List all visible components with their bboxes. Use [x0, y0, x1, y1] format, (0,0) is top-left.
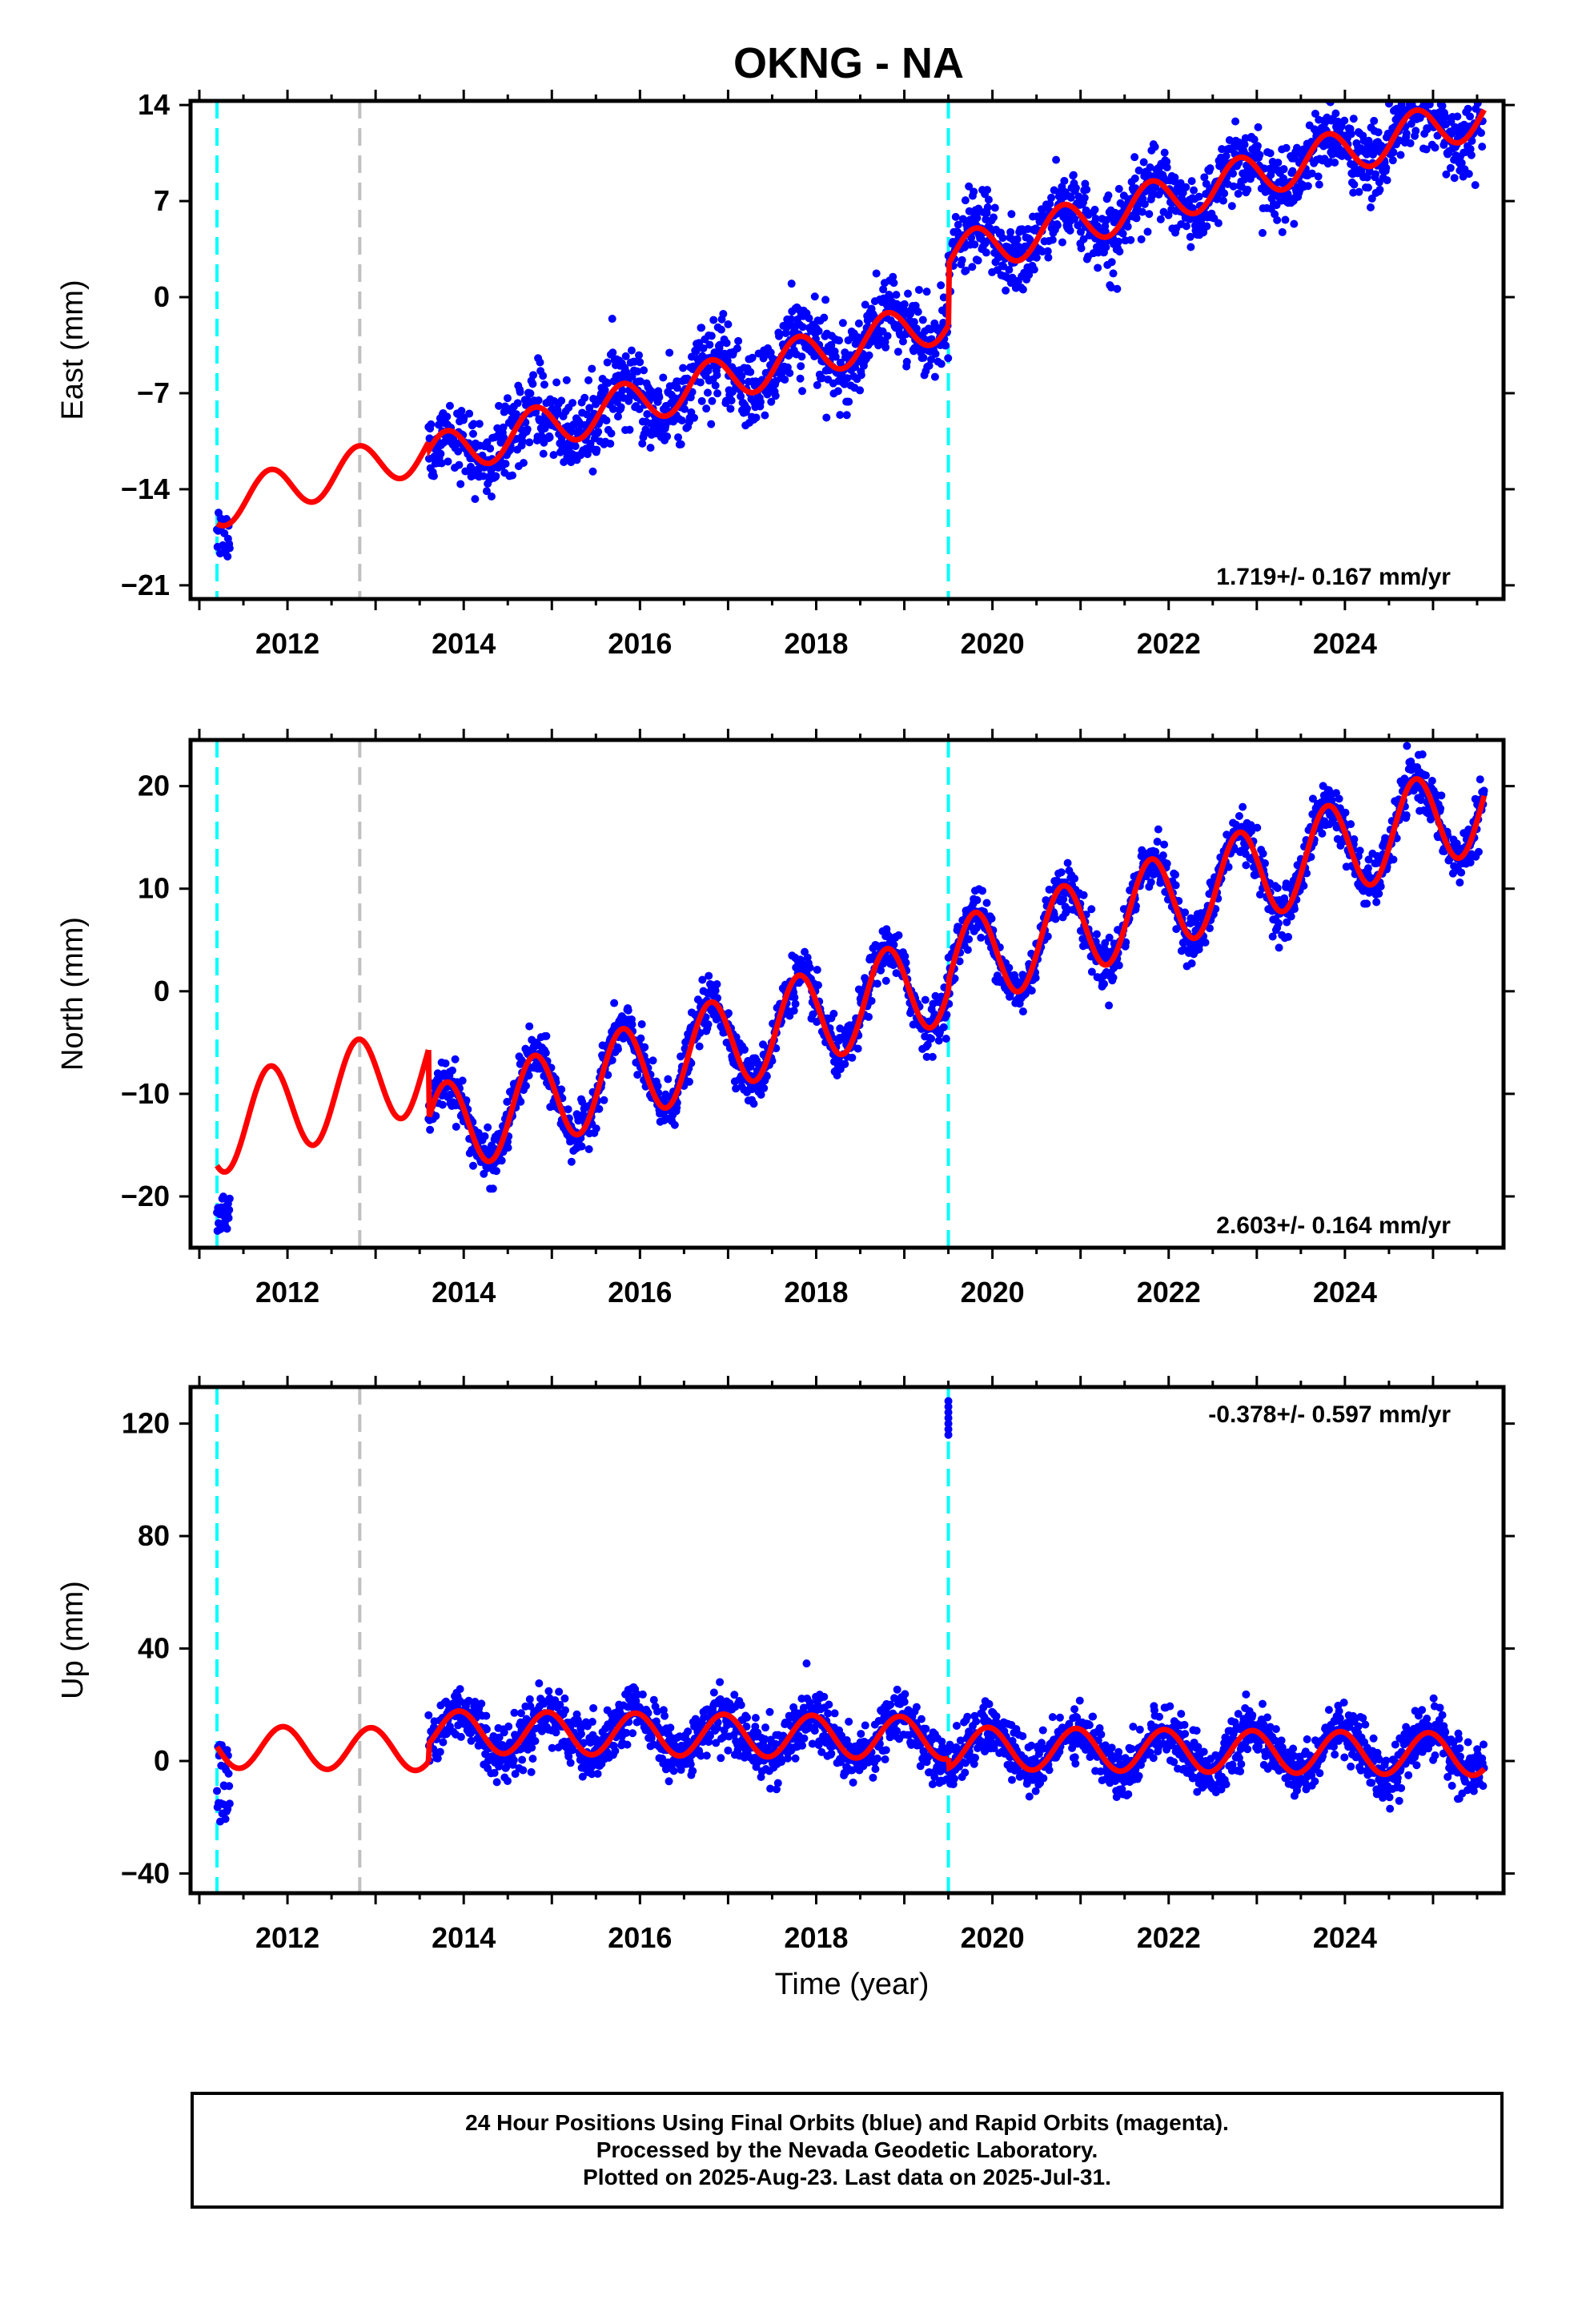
- y-tick-label: −20: [121, 1180, 170, 1212]
- y-tick-label: 120: [122, 1407, 170, 1440]
- north-plot-area: [213, 740, 1488, 1248]
- panels: −21 −14 −7 0 7 14 2012 2014 2016 2018 2020 2022 2024…: [56, 88, 1515, 1954]
- y-axis-label: North (mm): [56, 917, 90, 1071]
- panel-up: −40 0 40 80 120 2012 2014 2016 2018 2020 2022 2024 U…: [56, 1376, 1515, 1954]
- y-axis-label: Up (mm): [56, 1581, 90, 1699]
- y-axis-label: East (mm): [56, 279, 90, 420]
- x-tick-label: 2014: [432, 1276, 496, 1309]
- east-plot-area: [213, 101, 1487, 599]
- x-tick-label: 2022: [1137, 1276, 1201, 1309]
- x-tick-label: 2022: [1137, 627, 1201, 660]
- y-tick-label: 10: [138, 872, 170, 905]
- x-tick-label: 2024: [1313, 627, 1377, 660]
- x-tick-label: 2022: [1137, 1921, 1201, 1954]
- footer-line-1: 24 Hour Positions Using Final Orbits (bl…: [465, 2110, 1229, 2135]
- y-tick-label: −21: [121, 569, 170, 601]
- x-tick-label: 2016: [608, 627, 672, 660]
- east-frame: [188, 99, 1506, 601]
- chart-title: OKNG - NA: [733, 39, 964, 87]
- footer-line-2: Processed by the Nevada Geodetic Laborat…: [596, 2137, 1098, 2162]
- east-points-path: [213, 101, 1487, 561]
- east-data-points: [213, 101, 1487, 561]
- up-points-path: [213, 1397, 1488, 1826]
- rate-label: 2.603+/- 0.164 mm/yr: [1216, 1212, 1451, 1239]
- x-tick-label: 2016: [608, 1276, 672, 1309]
- x-axis-label: Time (year): [775, 1968, 930, 2001]
- y-tick-label: 20: [138, 770, 170, 802]
- north-model-curve: [215, 776, 1488, 1175]
- y-tick-label: 40: [138, 1632, 170, 1665]
- x-tick-label: 2020: [961, 1921, 1025, 1954]
- up-model-curve: [215, 1708, 1487, 1779]
- north-data-points: [213, 742, 1488, 1235]
- x-tick-label: 2020: [961, 1276, 1025, 1309]
- footer-line-3: Plotted on 2025-Aug-23. Last data on 202…: [583, 2165, 1111, 2189]
- x-tick-label: 2012: [255, 627, 319, 660]
- x-tick-label: 2018: [784, 627, 848, 660]
- panel-east: −21 −14 −7 0 7 14 2012 2014 2016 2018 2020 2022 2024…: [56, 88, 1515, 660]
- x-tick-label: 2024: [1313, 1921, 1377, 1954]
- x-tick-label: 2018: [784, 1921, 848, 1954]
- x-tick-label: 2018: [784, 1276, 848, 1309]
- y-tick-label: 80: [138, 1519, 170, 1552]
- panel-north: −20 −10 0 10 20 2012 2014 2016 2018 2020 2022 2024 N…: [56, 729, 1515, 1309]
- x-tick-label: 2016: [608, 1921, 672, 1954]
- north-frame: [188, 738, 1506, 1250]
- y-tick-label: 7: [154, 184, 170, 217]
- x-tick-label: 2012: [255, 1276, 319, 1309]
- up-frame: [188, 1385, 1506, 1896]
- east-model-curve: [215, 107, 1487, 529]
- y-tick-label: 0: [154, 975, 170, 1007]
- y-tick-label: −7: [137, 376, 170, 409]
- x-tick-label: 2014: [432, 627, 496, 660]
- up-data-points: [213, 1397, 1488, 1826]
- rate-label: 1.719+/- 0.167 mm/yr: [1216, 564, 1451, 590]
- rate-label: -0.378+/- 0.597 mm/yr: [1208, 1401, 1451, 1428]
- x-tick-label: 2020: [961, 627, 1025, 660]
- y-tick-label: 0: [154, 1744, 170, 1777]
- y-tick-label: −14: [121, 472, 170, 505]
- y-tick-label: 14: [138, 88, 170, 121]
- footer-box: 24 Hour Positions Using Final Orbits (bl…: [191, 2092, 1504, 2209]
- north-points-path: [213, 742, 1488, 1235]
- x-tick-label: 2012: [255, 1921, 319, 1954]
- x-tick-label: 2014: [432, 1921, 496, 1954]
- up-plot-area: [213, 1387, 1488, 1893]
- x-tick-label: 2024: [1313, 1276, 1377, 1309]
- y-tick-label: −10: [121, 1077, 170, 1110]
- y-tick-label: 0: [154, 280, 170, 313]
- y-tick-label: −40: [121, 1856, 170, 1889]
